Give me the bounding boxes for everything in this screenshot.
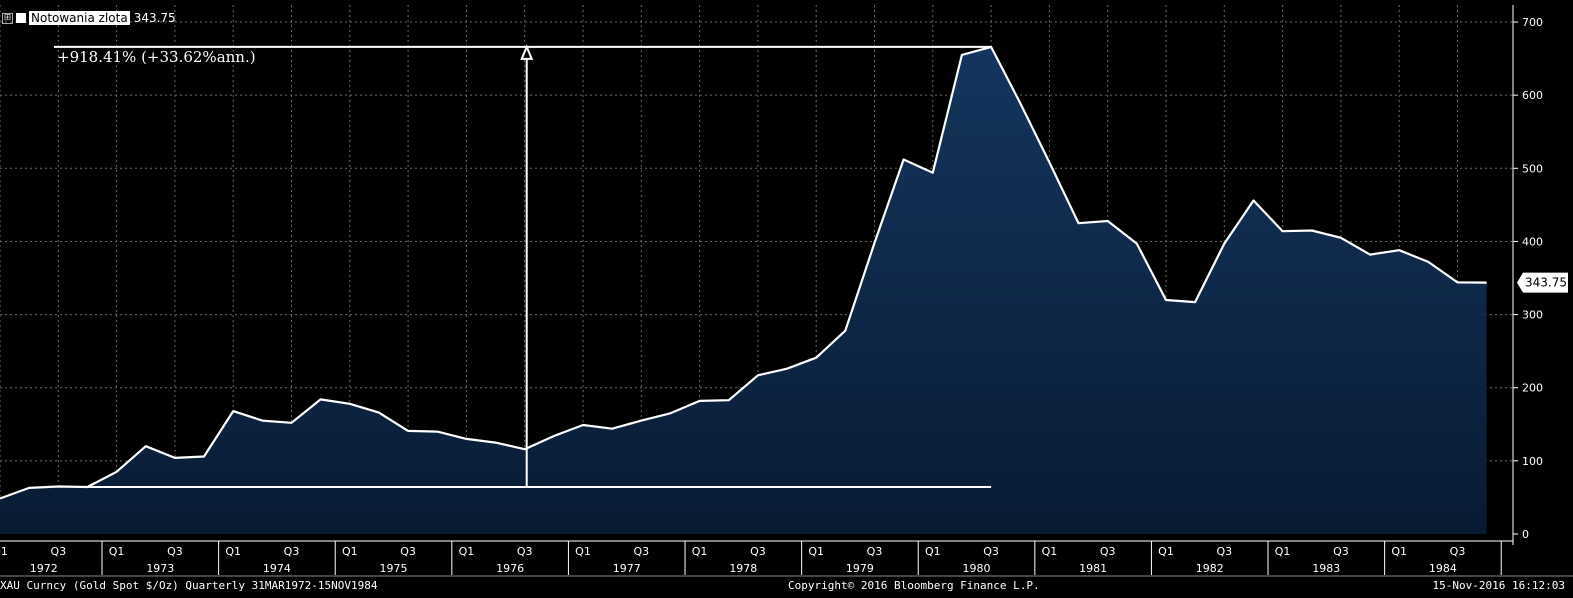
last-value-tag-shape bbox=[1517, 272, 1568, 293]
x-quarter-label: Q1 bbox=[225, 545, 241, 558]
x-quarter-label: Q1 bbox=[109, 545, 125, 558]
series-name: Notowania zlota bbox=[29, 11, 130, 25]
x-year-label: 1973 bbox=[146, 562, 174, 575]
x-quarter-label: Q1 bbox=[1158, 545, 1174, 558]
x-year-label: 1980 bbox=[963, 562, 991, 575]
x-year-label: 1983 bbox=[1312, 562, 1340, 575]
y-tick-label: 200 bbox=[1522, 382, 1543, 395]
x-year-label: 1982 bbox=[1196, 562, 1224, 575]
change-annotation bbox=[54, 44, 992, 488]
footer-security: XAU Curncy (Gold Spot $/Oz) Quarterly 31… bbox=[0, 579, 378, 592]
last-value-tag: 343.75 bbox=[1517, 272, 1568, 293]
y-axis: 0 100 200 300 400 500 600 700 bbox=[1512, 5, 1543, 545]
x-quarter-label: Q3 bbox=[867, 545, 883, 558]
x-quarter-label: Q1 bbox=[925, 545, 941, 558]
price-line bbox=[0, 45, 1487, 500]
last-value-label: 343.75 bbox=[1525, 276, 1567, 290]
price-area bbox=[0, 46, 1487, 535]
x-year-label: 1979 bbox=[846, 562, 874, 575]
change-text: +918.41% (+33.62%ann.) bbox=[57, 48, 256, 66]
y-tick-label: 700 bbox=[1522, 16, 1543, 29]
x-year-label: 1981 bbox=[1079, 562, 1107, 575]
x-axis: Q1 Q3 Q1 Q3 Q1 Q3 Q1 Q3 Q1 Q3 Q1 Q3 Q1 Q3 Q1 Q3 Q1 Q3 Q1 Q3… bbox=[0, 540, 1573, 577]
x-quarter-label: Q1 bbox=[1391, 545, 1407, 558]
x-quarter-label: Q3 bbox=[750, 545, 766, 558]
x-quarter-label: Q1 bbox=[0, 545, 8, 558]
legend: ⊞ Notowania zlota 343.75 bbox=[2, 8, 176, 28]
x-quarter-label: Q3 bbox=[983, 545, 999, 558]
x-quarter-label: Q1 bbox=[459, 545, 475, 558]
x-quarter-label: Q1 bbox=[575, 545, 591, 558]
x-quarter-label: Q3 bbox=[50, 545, 66, 558]
x-quarter-label: Q3 bbox=[400, 545, 416, 558]
x-year-label: 1978 bbox=[729, 562, 757, 575]
x-quarter-label: Q1 bbox=[808, 545, 824, 558]
y-tick-label: 0 bbox=[1522, 528, 1529, 541]
y-tick-label: 100 bbox=[1522, 455, 1543, 468]
y-tick-label: 300 bbox=[1522, 309, 1543, 322]
x-year-label: 1976 bbox=[496, 562, 524, 575]
x-quarter-label: Q3 bbox=[517, 545, 533, 558]
x-quarter-label: Q1 bbox=[1275, 545, 1291, 558]
series-swatch bbox=[16, 13, 26, 23]
x-year-label: 1974 bbox=[263, 562, 291, 575]
series-last-value: 343.75 bbox=[133, 11, 176, 25]
x-year-label: 1972 bbox=[30, 562, 58, 575]
x-quarter-label: Q3 bbox=[633, 545, 649, 558]
x-quarter-label: Q3 bbox=[284, 545, 300, 558]
y-tick-label: 600 bbox=[1522, 89, 1543, 102]
x-quarter-label: Q3 bbox=[1216, 545, 1232, 558]
x-quarter-label: Q1 bbox=[692, 545, 708, 558]
x-year-label: 1984 bbox=[1429, 562, 1457, 575]
x-quarter-label: Q3 bbox=[1450, 545, 1466, 558]
x-quarter-label: Q3 bbox=[167, 545, 183, 558]
y-tick-label: 500 bbox=[1522, 162, 1543, 175]
change-arrow-head bbox=[520, 44, 534, 60]
x-quarter-label: Q3 bbox=[1100, 545, 1116, 558]
x-year-label: 1975 bbox=[380, 562, 408, 575]
footer-timestamp: 15-Nov-2016 16:12:03 bbox=[1432, 579, 1565, 592]
footer-copyright: Copyright© 2016 Bloomberg Finance L.P. bbox=[788, 579, 1040, 592]
x-quarter-label: Q1 bbox=[342, 545, 358, 558]
x-year-label: 1977 bbox=[613, 562, 641, 575]
x-quarter-label: Q3 bbox=[1333, 545, 1349, 558]
y-tick-label: 400 bbox=[1522, 235, 1543, 248]
x-quarter-label: Q1 bbox=[1042, 545, 1058, 558]
expand-toggle-icon[interactable]: ⊞ bbox=[2, 12, 13, 24]
